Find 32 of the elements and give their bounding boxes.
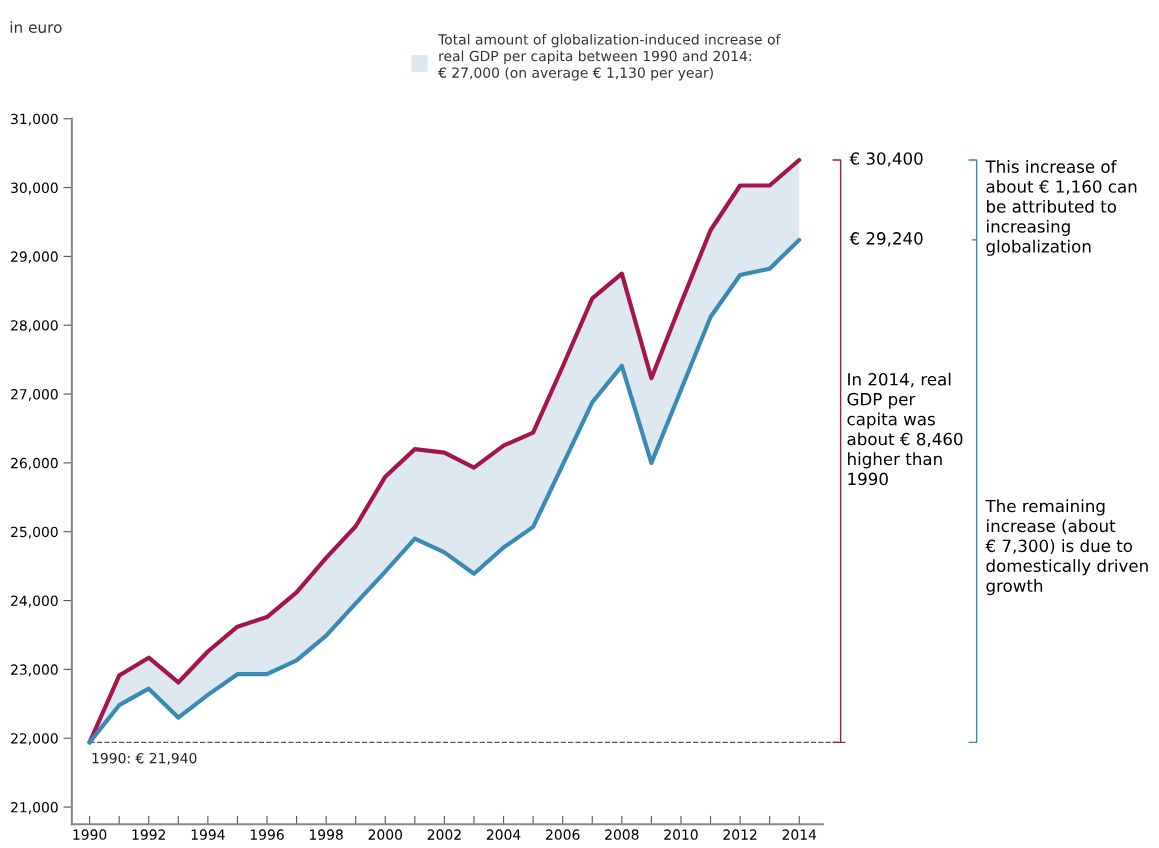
text: € 29,240 xyxy=(849,232,923,247)
y-tick-label: 26,000 xyxy=(11,457,58,470)
text: Total amount of globalization-induced increase of real GDP per capita between 1990 and 2014: € 27,000 (on average € 1,130 per year) xyxy=(438,33,781,81)
x-tick-label: 2014 xyxy=(782,829,817,840)
text: This increase of about € 1,160 can be attributed to increasing globalization xyxy=(985,160,1137,256)
y-tick-label: 27,000 xyxy=(11,389,58,401)
x-tick-label: 1996 xyxy=(250,829,284,840)
x-tick-label: 1998 xyxy=(310,829,343,840)
x-tick-label: 2010 xyxy=(664,829,698,840)
ref-line-label: 1990: € 21,940 xyxy=(92,752,197,765)
x-tick-label: 1992 xyxy=(132,829,166,840)
y-tick-label: 23,000 xyxy=(11,664,58,677)
x-tick-label: 1994 xyxy=(191,829,225,840)
x-tick-label: 2008 xyxy=(605,829,639,840)
y-tick-label: 30,000 xyxy=(11,182,58,195)
x-tick-label: 2002 xyxy=(427,829,461,840)
x-tick-label: 2006 xyxy=(546,829,580,840)
y-tick-label: 24,000 xyxy=(11,595,58,608)
x-tick-label: 2012 xyxy=(723,829,757,840)
text: In 2014, real GDP per capita was about € 8,460 higher than 1990 xyxy=(847,372,963,486)
y-tick-label: 25,000 xyxy=(11,526,58,539)
text: The remaining increase (about € 7,300) is due to domestically driven growth xyxy=(985,499,1148,596)
x-tick-label: 1990 xyxy=(73,829,107,840)
x-tick-label: 2000 xyxy=(368,829,403,840)
text: € 30,400 xyxy=(849,152,923,167)
x-tick-label: 2004 xyxy=(486,829,521,840)
y-tick-label: 28,000 xyxy=(11,320,58,333)
text: in euro xyxy=(10,21,62,34)
y-tick-label: 31,000 xyxy=(11,113,58,126)
y-tick-label: 22,000 xyxy=(11,733,58,746)
y-tick-label: 21,000 xyxy=(11,802,58,814)
y-tick-label: 29,000 xyxy=(11,251,58,264)
